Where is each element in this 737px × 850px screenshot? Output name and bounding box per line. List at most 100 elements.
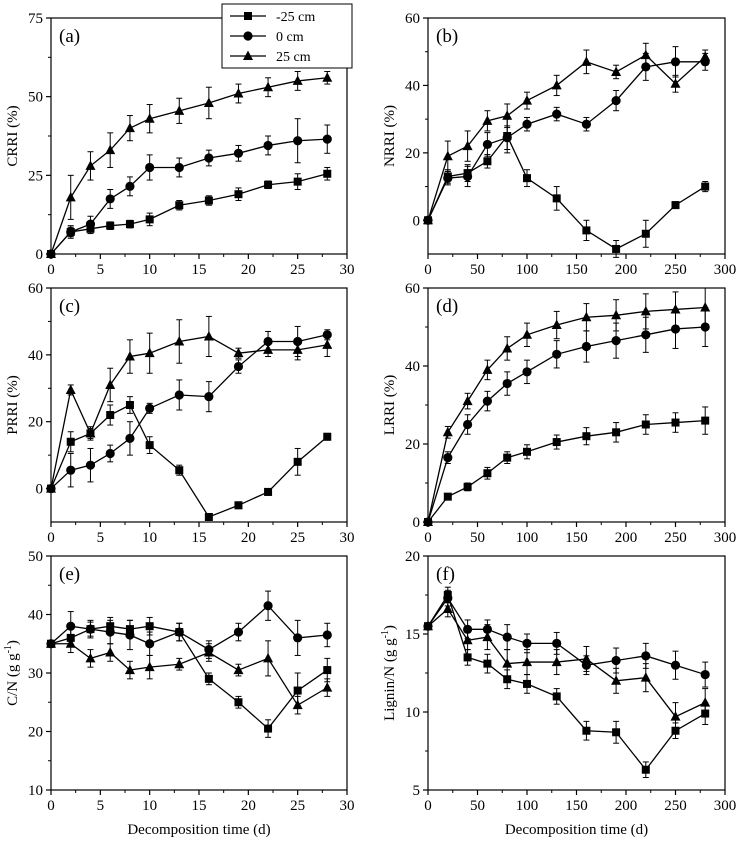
data-point: [233, 347, 244, 358]
x-tick-label: 100: [516, 798, 539, 814]
series-25cm: [46, 634, 333, 715]
data-point: [175, 201, 184, 210]
y-tick-label: 20: [28, 725, 43, 741]
data-point: [670, 57, 681, 67]
data-point: [233, 148, 244, 158]
data-point: [423, 516, 433, 526]
x-tick-label: 250: [664, 262, 687, 278]
data-point: [204, 153, 214, 163]
data-point: [105, 647, 116, 657]
y-tick-label: 40: [28, 608, 43, 624]
data-point: [483, 157, 492, 166]
plot-frame: [427, 17, 726, 255]
x-tick-label: 15: [192, 798, 207, 814]
data-point: [502, 110, 513, 120]
data-point: [144, 113, 155, 123]
data-point: [641, 420, 650, 429]
y-tick-label: 0: [36, 247, 44, 263]
data-point: [582, 726, 591, 735]
data-point: [611, 675, 622, 685]
series-line: [50, 77, 328, 255]
data-point: [293, 457, 302, 466]
data-point: [105, 144, 116, 155]
data-point: [85, 427, 96, 438]
series-line: [427, 134, 706, 250]
x-tick-label: 50: [470, 262, 485, 278]
data-point: [263, 652, 274, 663]
data-point: [85, 219, 96, 229]
data-point: [124, 664, 135, 675]
legend-label: -25 cm: [276, 10, 315, 25]
y-tick-label: 40: [405, 359, 420, 375]
series-line: [427, 593, 706, 771]
x-tick-label: 15: [192, 262, 207, 278]
panel-d: 0 50 100 150 200 250 300 0 20 40 60 (d) LRRI (%): [382, 281, 736, 546]
y-tick-label: 15: [405, 627, 420, 643]
data-point: [611, 336, 621, 346]
x-tick-label: 25: [290, 798, 305, 814]
x-tick-label: 50: [470, 530, 485, 546]
data-point: [641, 765, 650, 774]
plot-frame: [50, 555, 348, 791]
data-point: [125, 401, 134, 409]
plot-frame: [50, 287, 348, 523]
x-tick-label: 150: [565, 262, 588, 278]
data-point: [174, 162, 184, 173]
y-tick-label: 5: [413, 783, 421, 799]
data-point: [323, 169, 332, 178]
data-point: [700, 669, 710, 680]
data-point: [443, 492, 452, 501]
data-point: [174, 658, 185, 669]
legend-marker: [243, 31, 253, 41]
data-point: [522, 95, 532, 105]
data-point: [203, 97, 214, 107]
data-point: [423, 620, 433, 631]
data-point: [482, 139, 492, 150]
x-tick-label: 0: [47, 530, 55, 546]
data-point: [234, 698, 243, 707]
panel-b: 0 50 100 150 200 250 300 0 20 40 60 (b) NRRI (%): [382, 11, 736, 278]
data-point: [175, 466, 184, 475]
legend-label: 25 cm: [276, 50, 311, 65]
data-point: [462, 140, 473, 151]
y-tick-label: 0: [413, 213, 421, 229]
data-point: [85, 460, 96, 470]
data-point: [641, 330, 651, 340]
data-point: [462, 395, 473, 406]
data-point: [581, 56, 592, 66]
data-point: [641, 229, 650, 238]
data-point: [145, 639, 155, 649]
data-point: [462, 634, 473, 645]
panel-a: 0 5 10 15 20 25 30 0 25 50 75 (a) CRRI (%) -25 cm 0 cm…: [5, 3, 355, 278]
data-point: [483, 659, 492, 668]
series-line: [50, 335, 328, 489]
series-line: [427, 326, 706, 523]
data-point: [204, 392, 214, 402]
x-tick-label: 10: [142, 798, 157, 814]
data-point: [46, 638, 56, 648]
data-point: [106, 411, 115, 420]
x-tick-label: 15: [192, 530, 207, 546]
data-point: [145, 162, 155, 173]
data-point: [65, 384, 76, 394]
x-tick-label: 5: [97, 262, 105, 278]
data-point: [264, 180, 273, 189]
data-point: [503, 675, 512, 684]
x-tick-label: 20: [241, 798, 256, 814]
data-point: [670, 711, 681, 721]
data-point: [640, 672, 651, 682]
data-point: [204, 512, 213, 521]
data-point: [640, 49, 651, 60]
data-point: [203, 330, 214, 341]
y-axis-title: NRRI (%): [382, 105, 398, 167]
data-point: [322, 682, 333, 692]
data-point: [145, 441, 154, 450]
x-tick-label: 0: [47, 262, 55, 278]
data-point: [522, 638, 532, 648]
y-tick-label: 20: [28, 415, 43, 431]
series-line: [50, 404, 328, 518]
data-point: [463, 482, 472, 491]
data-point: [145, 622, 154, 631]
data-point: [670, 78, 681, 88]
panel-f: 0 50 100 150 200 250 300 5 10 15 20 (f) Lignin/N (g …: [380, 549, 736, 838]
